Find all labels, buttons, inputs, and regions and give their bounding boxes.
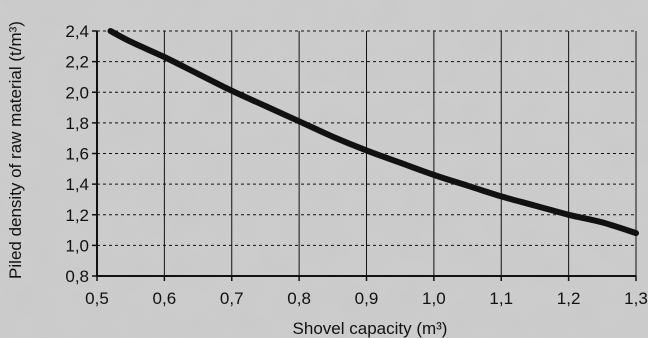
x-tick-label: 1,0 (422, 289, 446, 308)
x-tick-label: 0,8 (287, 289, 311, 308)
x-tick-labels: 0,5 0,6 0,7 0,8 0,9 1,0 1,1 1,2 1,3 (85, 289, 648, 308)
x-tick-label: 1,3 (624, 289, 648, 308)
y-tick-label: 2,0 (65, 83, 89, 102)
x-tick-label: 0,9 (355, 289, 379, 308)
y-tick-label: 1,2 (65, 206, 89, 225)
density-curve (107, 28, 639, 237)
y-tick-label: 2,4 (65, 22, 89, 41)
y-tick-label: 1,8 (65, 114, 89, 133)
y-tick-label: 2,2 (65, 53, 89, 72)
x-tick-label: 1,1 (489, 289, 513, 308)
x-tick-label: 0,6 (153, 289, 177, 308)
y-tick-label: 1,4 (65, 175, 89, 194)
axes (92, 30, 637, 281)
y-axis-label: Piled density of raw material (t/m³) (6, 21, 25, 279)
y-tick-label: 0,8 (65, 267, 89, 286)
y-tick-label: 1,6 (65, 145, 89, 164)
x-tick-label: 1,2 (557, 289, 581, 308)
y-tick-labels: 0,8 1,0 1,2 1,4 1,6 1,8 2,0 2,2 2,4 (65, 22, 89, 286)
x-tick-label: 0,7 (220, 289, 244, 308)
x-tick-label: 0,5 (85, 289, 109, 308)
y-tick-label: 1,0 (65, 236, 89, 255)
x-axis-label: Shovel capacity (m³) (293, 319, 448, 338)
